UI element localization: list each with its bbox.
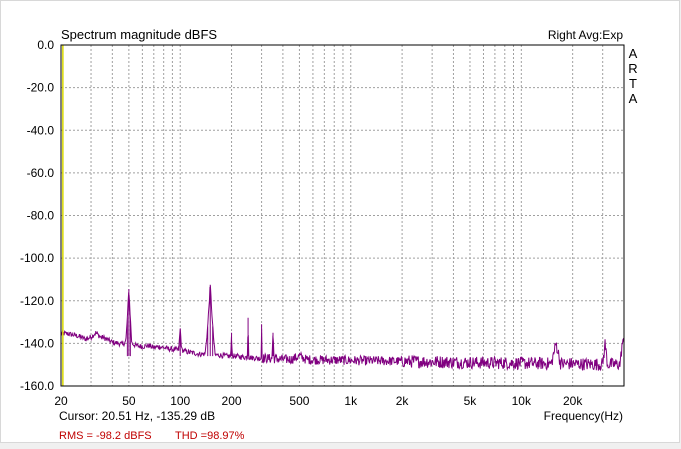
y-axis-tick-labels: 0.0 -20.0 -40.0 -60.0 -80.0 -100.0 -120.0 -140.… [20,38,54,393]
x-tick-label: 2k [396,394,410,408]
x-tick-label: 10k [512,394,532,408]
y-tick-label: 0.0 [37,38,54,52]
x-tick-label: 200 [222,394,242,408]
cursor-readout: Cursor: 20.51 Hz, -135.29 dB [59,409,215,423]
y-tick-label: -40.0 [27,123,55,137]
chart-title: Spectrum magnitude dBFS [61,27,217,42]
thd-readout: THD =98.97% [175,430,245,442]
y-tick-label: -160.0 [20,379,54,393]
logo-letter: A [629,91,638,106]
y-tick-label: -60.0 [27,166,55,180]
x-tick-label: 1k [344,394,358,408]
channel-info: Right Avg:Exp [548,28,623,42]
y-tick-label: -80.0 [27,209,55,223]
x-axis-tick-labels: 20 50 100 200 500 1k 2k 5k 10k 20k [54,394,583,408]
logo-letter: R [628,61,637,76]
spectrum-trace [60,284,625,372]
logo-letter: T [629,76,637,91]
logo-letter: A [629,46,638,61]
plot-grid [60,44,625,387]
x-tick-label: 20k [563,394,583,408]
x-tick-label: 500 [289,394,309,408]
x-tick-label: 100 [170,394,190,408]
y-tick-label: -20.0 [27,81,55,95]
x-tick-label: 20 [54,394,68,408]
x-tick-label: 50 [122,394,136,408]
y-tick-label: -120.0 [20,294,54,308]
rms-readout: RMS = -98.2 dBFS [59,430,152,442]
x-axis-label: Frequency(Hz) [544,409,623,423]
plot-border [60,44,625,387]
y-tick-label: -100.0 [20,251,54,265]
y-tick-label: -140.0 [20,336,54,350]
x-tick-label: 5k [464,394,478,408]
